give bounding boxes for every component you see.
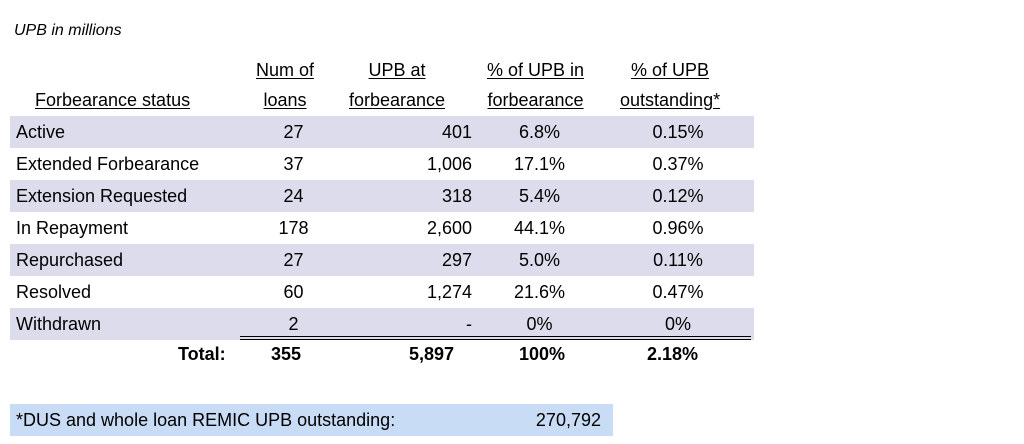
cell-num-loans: 27 [246,244,341,276]
cell-upb: 2,600 [426,217,472,238]
header-text: % of UPB [631,60,710,80]
cell-pct-outstanding: 0% [602,308,754,340]
table-subtitle: UPB in millions [14,22,122,39]
footnote-value: 270,792 [535,410,601,430]
header-text: forbearance [349,90,446,110]
cell-pct-outstanding: 0.15% [602,116,754,148]
cell-pct-outstanding: 0.37% [652,153,704,174]
cell-num-loans: 37 [283,153,304,174]
cell-upb: 297 [341,244,477,276]
total-pct-outstanding: 2.18% [647,344,699,364]
header-text: Forbearance status [35,90,191,110]
cell-status: Withdrawn [10,308,246,340]
cell-upb: 1,006 [426,153,472,174]
cell-upb: 318 [341,180,477,212]
cell-num-loans: 178 [278,217,309,238]
footnote-box: *DUS and whole loan REMIC UPB outstandin… [10,404,613,436]
cell-pct-forbearance: 44.1% [513,217,566,238]
table-row: Withdrawn 2 - 0% 0% [10,308,754,340]
cell-pct-forbearance: 5.4% [477,180,602,212]
footnote-label: *DUS and whole loan REMIC UPB outstandin… [16,410,396,430]
table-row: Repurchased 27 297 5.0% 0.11% [10,244,754,276]
cell-pct-outstanding: 0.12% [602,180,754,212]
cell-upb: 1,274 [426,281,472,302]
cell-pct-outstanding: 0.47% [652,281,704,302]
header-text: forbearance [487,90,584,110]
total-upb: 5,897 [409,344,455,364]
table-row: Extended Forbearance 37 1,006 17.1% 0.37… [10,148,754,180]
cell-pct-forbearance: 21.6% [513,281,566,302]
table-row: Extension Requested 24 318 5.4% 0.12% [10,180,754,212]
cell-pct-outstanding: 0.11% [602,244,754,276]
cell-num-loans: 2 [246,308,341,340]
cell-pct-forbearance: 0% [477,308,602,340]
header-upb-at-forbearance: UPB at forbearance [349,55,445,115]
header-text: Num of [256,60,315,80]
cell-pct-forbearance: 6.8% [477,116,602,148]
total-pct-forbearance: 100% [519,344,566,364]
table-row: Resolved 60 1,274 21.6% 0.47% [10,276,754,308]
cell-status: Resolved [16,281,92,302]
header-text: loans [263,90,307,110]
cell-status: Active [10,116,246,148]
header-num-loans: Num of loans [256,55,314,115]
cell-num-loans: 27 [246,116,341,148]
cell-num-loans: 24 [246,180,341,212]
table-row: Active 27 401 6.8% 0.15% [10,116,754,148]
cell-status: In Repayment [16,217,129,238]
cell-upb: - [341,308,477,340]
forbearance-table: Active 27 401 6.8% 0.15% Extended Forbea… [10,116,754,340]
cell-num-loans: 60 [283,281,304,302]
header-text: % of UPB in [487,60,585,80]
header-text: outstanding* [620,90,721,110]
header-text: UPB at [368,60,426,80]
total-num-loans: 355 [271,344,302,364]
cell-upb: 401 [341,116,477,148]
total-divider-rule [240,336,751,340]
cell-status: Extension Requested [10,180,246,212]
total-label: Total: [178,344,226,364]
cell-pct-outstanding: 0.96% [652,217,704,238]
cell-pct-forbearance: 5.0% [477,244,602,276]
header-pct-upb-forbearance: % of UPB in forbearance [487,55,584,115]
header-pct-upb-outstanding: % of UPB outstanding* [620,55,720,115]
cell-status: Extended Forbearance [16,153,200,174]
cell-status: Repurchased [10,244,246,276]
header-forbearance-status: Forbearance status [35,85,190,115]
cell-pct-forbearance: 17.1% [513,153,566,174]
table-row: In Repayment 178 2,600 44.1% 0.96% [10,212,754,244]
